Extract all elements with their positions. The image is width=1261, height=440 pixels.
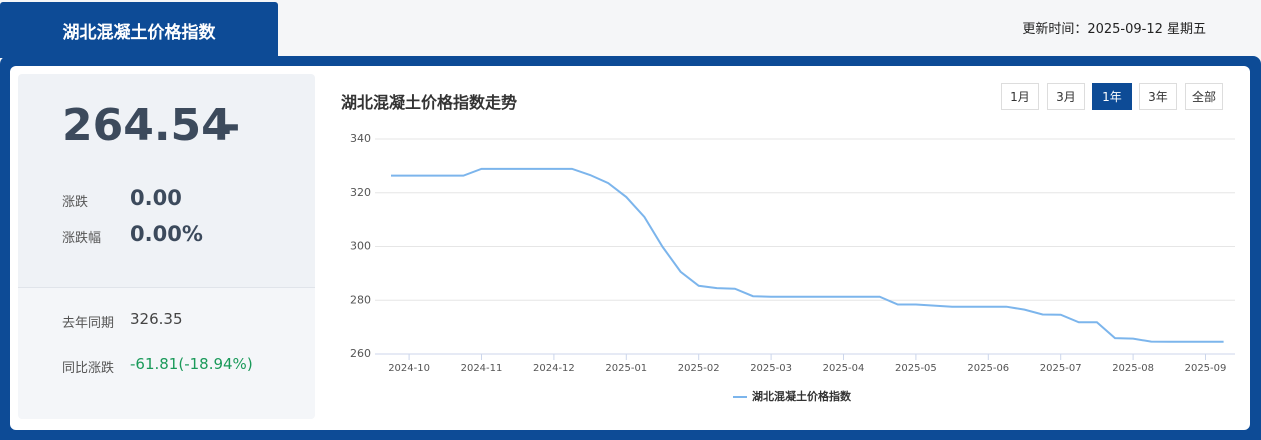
x-tick-label: 2025-06 [967,363,1009,374]
yoy-label: 同比涨跌 [62,361,115,376]
x-tick-label: 2025-08 [1112,363,1154,374]
last-year-value: 326.35 [130,310,183,328]
range-button[interactable]: 1月 [1001,83,1039,110]
legend-label: 湖北混凝土价格指数 [752,389,852,403]
change-value: 0.00 [130,186,182,210]
change-label: 涨跌 [62,195,89,210]
x-tick-label: 2025-05 [895,363,937,374]
x-tick-label: 2025-09 [1185,363,1227,374]
last-year-label: 去年同期 [62,316,115,331]
range-button[interactable]: 1年 [1092,83,1132,110]
range-button[interactable]: 3月 [1047,83,1085,110]
x-tick-label: 2025-03 [750,363,792,374]
update-time: 更新时间：2025-09-12 星期五 [1022,22,1206,37]
x-tick-label: 2025-01 [605,363,647,374]
x-tick-label: 2024-11 [461,363,503,374]
change-pct-value: 0.00% [130,222,203,246]
range-button[interactable]: 3年 [1139,83,1177,110]
x-tick-label: 2025-07 [1040,363,1082,374]
range-button[interactable]: 全部 [1185,83,1223,110]
index-direction: - [222,100,241,151]
y-tick-label: 300 [350,240,371,253]
y-tick-label: 280 [350,293,371,306]
y-tick-label: 260 [350,347,371,360]
x-tick-label: 2024-12 [533,363,575,374]
y-tick-label: 340 [350,132,371,145]
chart-title: 湖北混凝土价格指数走势 [341,93,518,112]
x-tick-label: 2025-04 [823,363,865,374]
x-tick-label: 2024-10 [388,363,430,374]
x-tick-label: 2025-02 [678,363,720,374]
index-value: 264.54 [62,100,232,151]
summary-lower [18,287,315,419]
y-tick-label: 320 [350,186,371,199]
line [391,167,1224,343]
header-tab: 湖北混凝土价格指数 [0,2,278,58]
change-pct-label: 涨跌幅 [62,231,102,246]
yoy-value: -61.81(-18.94%) [130,355,253,373]
